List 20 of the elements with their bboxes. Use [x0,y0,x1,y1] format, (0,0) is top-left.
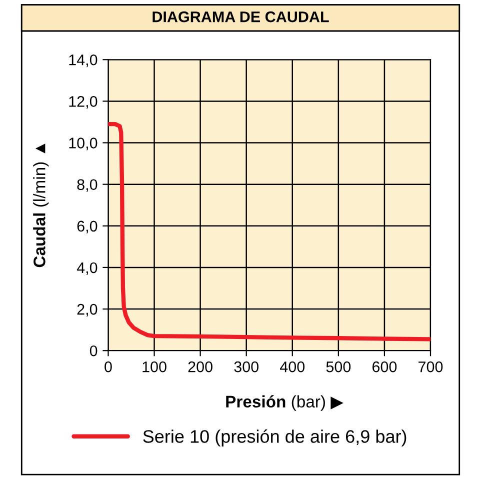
x-tick-label: 100 [142,361,166,372]
y-axis-title: Caudal (l/min) ▲ [33,144,49,268]
y-tick-label: 14,0 [69,54,98,68]
y-tick-label: 2,0 [77,304,98,317]
legend-label: Serie 10 (presión de aire 6,9 bar) [143,429,406,446]
chart-title: DIAGRAMA DE CAUDAL [152,11,329,22]
y-tick-label: 6,0 [77,220,98,234]
y-tick-label: 4,0 [76,262,98,275]
y-tick-label: 8,0 [77,179,98,192]
x-tick-label: 200 [188,361,212,372]
x-tick-label: 500 [326,361,351,372]
x-tick-label: 300 [234,361,258,372]
x-tick-label: 700 [418,361,443,372]
x-tick-label: 0 [104,361,112,372]
x-tick-label: 400 [280,361,305,372]
x-tick-label: 600 [372,361,397,372]
y-tick-label: 0 [90,345,98,356]
y-tick-label: 10,0 [69,138,98,150]
y-tick-label: 12,0 [69,96,98,109]
x-axis-title: Presión (bar) ▶ [226,395,344,411]
